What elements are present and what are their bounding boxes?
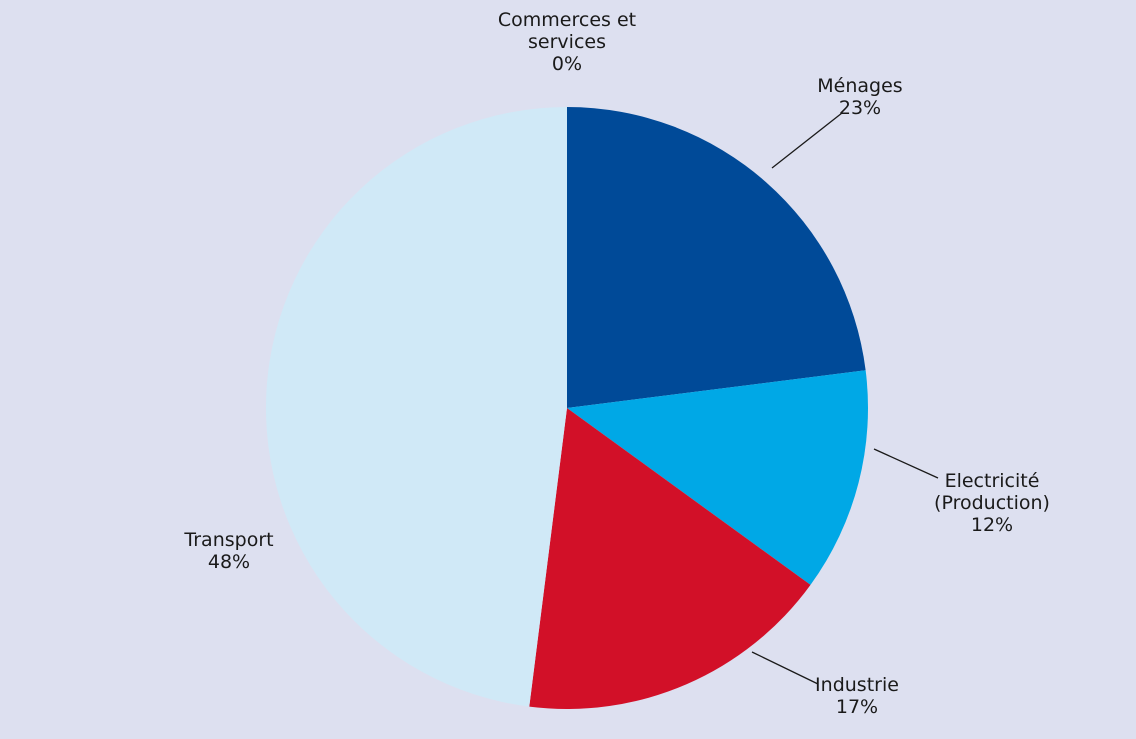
slice-percent: 17% [836,696,878,718]
slice-label: Ménages 23% [817,75,902,119]
slice-label: Industrie 17% [815,674,899,718]
pie-slice [567,370,869,585]
slice-label: Commerces et services 0% [498,9,636,75]
leader-line [873,448,939,479]
slice-name: Commerces et [498,9,636,31]
slice-percent: 0% [552,53,582,75]
slice-name: Ménages [817,75,902,97]
leader-lines [751,112,939,685]
slice-name: Transport [183,529,273,551]
slice-name: (Production) [934,492,1050,514]
slice-name: Electricité [945,470,1040,492]
pie-slice [265,106,567,707]
leader-line [751,651,819,685]
slice-label: Electricité (Production) 12% [934,470,1050,536]
pie-slice [567,107,866,408]
slice-name: Industrie [815,674,899,696]
slice-percent: 23% [839,97,881,119]
slice-percent: 12% [971,514,1013,536]
pie-slice [529,408,811,710]
pie-slices [265,106,869,710]
leader-line [771,112,843,169]
slice-name: services [528,31,606,53]
slice-percent: 48% [208,551,250,573]
slice-label: Transport 48% [183,529,273,573]
slice-labels: Ménages 23% Electricité (Production) 12% Indu… [183,9,1050,718]
